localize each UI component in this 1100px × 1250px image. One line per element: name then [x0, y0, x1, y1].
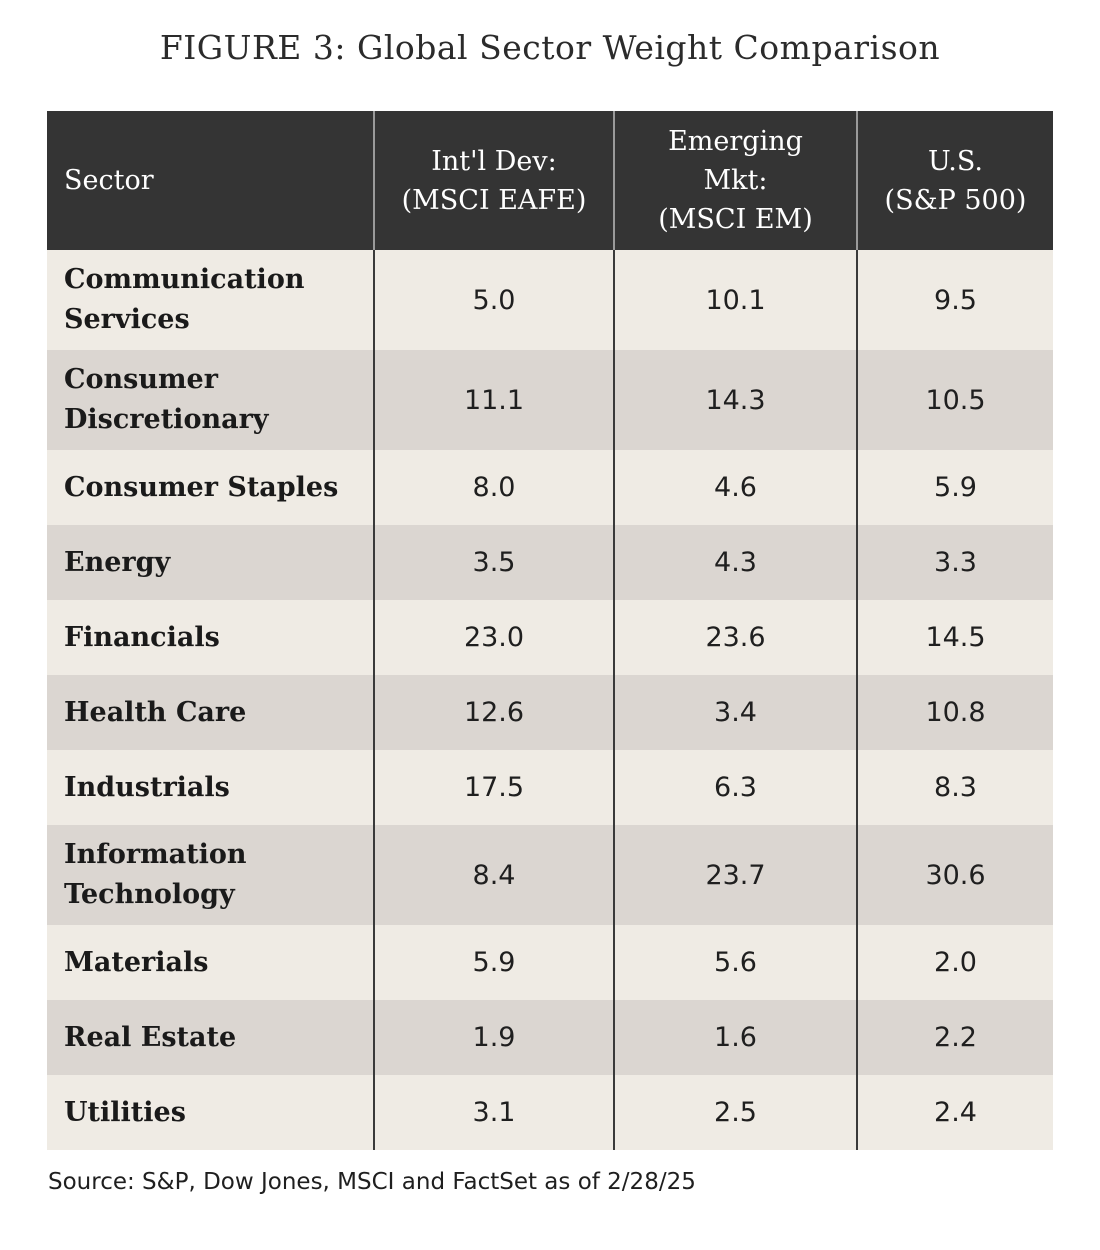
sector-label: Services	[64, 304, 190, 335]
sector-weight-table-container: Sector Int'l Dev: (MSCI EAFE) Emerging Mkt: (…	[47, 111, 1053, 1150]
sector-cell: Real Estate	[47, 1000, 374, 1075]
table-row: Materials 5.9 5.6 2.0	[47, 925, 1053, 1000]
table-row: Consumer Discretionary 11.1 14.3 10.5	[47, 350, 1053, 450]
table-row: Information Technology 8.4 23.7 30.6	[47, 825, 1053, 925]
column-header-line: Emerging	[668, 126, 803, 157]
sector-label: Technology	[64, 879, 235, 910]
sector-cell: Industrials	[47, 750, 374, 825]
table-row: Real Estate 1.9 1.6 2.2	[47, 1000, 1053, 1075]
sector-label: Discretionary	[64, 404, 269, 435]
table-body: Communication Services 5.0 10.1 9.5 Consumer D…	[47, 250, 1053, 1150]
value-cell: 3.4	[613, 675, 857, 750]
table-row: Energy 3.5 4.3 3.3	[47, 525, 1053, 600]
column-header-2: Emerging Mkt: (MSCI EM)	[613, 111, 857, 250]
sector-cell: Utilities	[47, 1075, 374, 1150]
sector-label: Communication	[64, 264, 305, 295]
table-row: Financials 23.0 23.6 14.5	[47, 600, 1053, 675]
value-cell: 4.3	[613, 525, 857, 600]
column-header-line: Int'l Dev:	[431, 145, 557, 177]
value-cell: 23.6	[613, 600, 857, 675]
value-cell: 17.5	[373, 750, 614, 825]
value-cell: 10.1	[613, 250, 857, 350]
sector-label: Financials	[64, 621, 220, 653]
sector-label: Energy	[64, 546, 171, 578]
sector-label: Information	[64, 839, 247, 870]
value-cell: 23.0	[373, 600, 614, 675]
column-header-1: Int'l Dev: (MSCI EAFE)	[373, 111, 614, 250]
value-cell: 11.1	[373, 350, 614, 450]
column-header-line: U.S.	[928, 145, 983, 177]
column-header-3: U.S. (S&P 500)	[856, 111, 1053, 250]
value-cell: 14.3	[613, 350, 857, 450]
table-row: Communication Services 5.0 10.1 9.5	[47, 250, 1053, 350]
value-cell: 5.9	[373, 925, 614, 1000]
value-cell: 2.0	[856, 925, 1053, 1000]
value-cell: 5.9	[856, 450, 1053, 525]
value-cell: 2.2	[856, 1000, 1053, 1075]
value-cell: 6.3	[613, 750, 857, 825]
value-cell: 23.7	[613, 825, 857, 925]
value-cell: 3.5	[373, 525, 614, 600]
sector-label: Industrials	[64, 771, 230, 803]
sector-label: Utilities	[64, 1096, 186, 1128]
value-cell: 5.0	[373, 250, 614, 350]
table-row: Consumer Staples 8.0 4.6 5.9	[47, 450, 1053, 525]
sector-label: Health Care	[64, 696, 247, 728]
sector-label: Real Estate	[64, 1021, 237, 1053]
sector-cell: Information Technology	[47, 825, 374, 925]
value-cell: 10.5	[856, 350, 1053, 450]
figure-title: FIGURE 3: Global Sector Weight Compariso…	[159, 28, 941, 67]
value-cell: 5.6	[613, 925, 857, 1000]
table-row: Health Care 12.6 3.4 10.8	[47, 675, 1053, 750]
value-cell: 3.1	[373, 1075, 614, 1150]
value-cell: 12.6	[373, 675, 614, 750]
source-note: Source: S&P, Dow Jones, MSCI and FactSet…	[48, 1169, 696, 1195]
sector-label: Consumer	[64, 364, 218, 395]
value-cell: 3.3	[856, 525, 1053, 600]
value-cell: 8.0	[373, 450, 614, 525]
sector-label: Consumer Staples	[64, 471, 339, 503]
sector-cell: Communication Services	[47, 250, 374, 350]
table-header: Sector Int'l Dev: (MSCI EAFE) Emerging Mkt: (…	[47, 111, 1053, 250]
value-cell: 4.6	[613, 450, 857, 525]
table-row: Utilities 3.1 2.5 2.4	[47, 1075, 1053, 1150]
value-cell: 8.4	[373, 825, 614, 925]
sector-cell: Energy	[47, 525, 374, 600]
sector-cell: Consumer Discretionary	[47, 350, 374, 450]
sector-cell: Materials	[47, 925, 374, 1000]
value-cell: 14.5	[856, 600, 1053, 675]
value-cell: 30.6	[856, 825, 1053, 925]
value-cell: 9.5	[856, 250, 1053, 350]
header-row: Sector Int'l Dev: (MSCI EAFE) Emerging Mkt: (…	[47, 111, 1053, 250]
column-header-line: (MSCI EAFE)	[401, 184, 587, 216]
value-cell: 8.3	[856, 750, 1053, 825]
column-header-line: Mkt:	[703, 165, 768, 196]
column-header-0: Sector	[47, 111, 374, 250]
sector-cell: Financials	[47, 600, 374, 675]
table-row: Industrials 17.5 6.3 8.3	[47, 750, 1053, 825]
value-cell: 1.9	[373, 1000, 614, 1075]
column-header-line: (S&P 500)	[884, 184, 1027, 216]
value-cell: 10.8	[856, 675, 1053, 750]
sector-cell: Consumer Staples	[47, 450, 374, 525]
value-cell: 2.5	[613, 1075, 857, 1150]
value-cell: 1.6	[613, 1000, 857, 1075]
sector-cell: Health Care	[47, 675, 374, 750]
column-header-line: Sector	[64, 165, 154, 196]
sector-weight-table: Sector Int'l Dev: (MSCI EAFE) Emerging Mkt: (…	[47, 111, 1053, 1150]
sector-label: Materials	[64, 946, 209, 978]
column-header-line: (MSCI EM)	[658, 204, 813, 235]
value-cell: 2.4	[856, 1075, 1053, 1150]
